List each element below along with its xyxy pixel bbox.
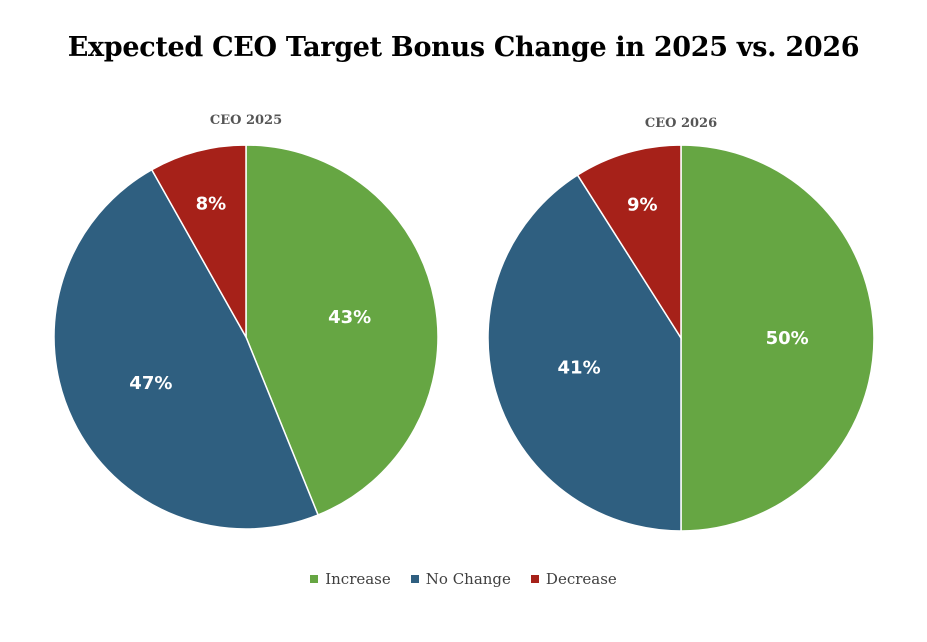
legend-item-no-change: No Change [410,570,511,588]
pie-slice-ceo-2025-no-change [53,168,320,530]
data-label-ceo-2026-no-change: 41% [558,358,601,379]
pie-slice-ceo-2026-no-change [487,174,682,532]
pie-chart-ceo-2025: CEO 2025 43% 47% 8% [53,113,439,530]
data-label-ceo-2025-increase: 43% [328,307,371,328]
pie-title-ceo-2026: CEO 2026 [645,116,717,131]
pie-chart-ceo-2026: CEO 2026 50% 41% 9% [487,116,875,532]
legend-item-increase: Increase [310,570,391,588]
data-label-ceo-2025-no-change: 47% [129,373,172,394]
data-label-ceo-2025-decrease: 8% [196,193,227,214]
pie-title-ceo-2025: CEO 2025 [210,113,282,128]
data-label-ceo-2026-increase: 50% [766,328,809,349]
pie-slice-ceo-2025-decrease [150,144,247,340]
legend: Increase No Change Decrease [0,570,927,588]
legend-swatch-no-change [410,575,419,583]
pie-slice-ceo-2026-increase [680,144,875,532]
legend-label-decrease: Decrease [545,570,617,588]
legend-item-decrease: Decrease [530,570,617,588]
legend-label-increase: Increase [325,570,391,588]
legend-swatch-decrease [530,575,539,583]
pie-slice-ceo-2025-increase [245,144,439,516]
data-label-ceo-2026-decrease: 9% [627,195,658,216]
pie-slice-ceo-2026-decrease [576,144,682,341]
legend-swatch-increase [310,575,319,583]
chart-title: Expected CEO Target Bonus Change in 2025… [67,32,860,63]
legend-label-no-change: No Change [425,570,511,588]
